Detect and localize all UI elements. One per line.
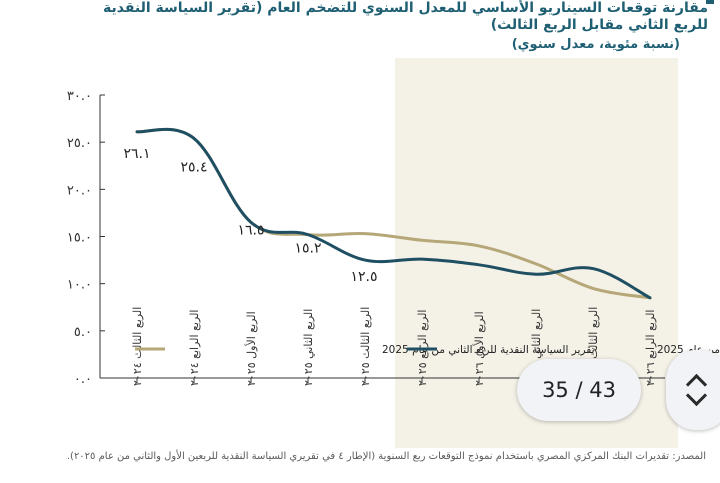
x-tick-label: الربع الأول ٢٠٢٥ <box>244 311 258 386</box>
y-tick-label: ٢٠.٠ <box>67 183 92 198</box>
x-tick-label: الربع الثالث ٢٠٢٥ <box>359 307 372 386</box>
y-tick-label: ١٠.٠ <box>67 278 92 293</box>
chart-subtitle: (نسبة مئوية، معدل سنوي) <box>511 37 680 52</box>
data-label: ٢٥.٤ <box>180 159 207 175</box>
x-tick-label: الربع الرابع ٢٠٢٤ <box>188 310 201 386</box>
series-line-q3-report <box>135 127 652 300</box>
y-tick-label: ٣٠.٠ <box>67 89 92 104</box>
x-tick-label: الربع الرابع ٢٠٢٦ <box>644 310 657 386</box>
x-tick-label: الربع الثاني ٢٠٢٥ <box>302 309 315 386</box>
y-tick-label: ٥.٠ <box>74 325 92 340</box>
page-nav-button[interactable] <box>666 350 720 430</box>
y-tick-label: ٢٥.٠ <box>67 136 92 151</box>
data-label: ١٢.٥ <box>350 269 377 285</box>
page-indicator: 35 / 43 <box>517 359 641 421</box>
x-tick-label: الربع الثالث ٢٠٢٤ <box>131 307 144 386</box>
data-label: ٢٦.١ <box>123 146 150 162</box>
data-label: ١٦.٥ <box>237 222 264 238</box>
source-note: المصدر: تقديرات البنك المركزي المصري باس… <box>66 451 706 462</box>
legend-q2-label: تقرير السياسة النقدية للربع الثاني من عا… <box>382 344 595 356</box>
y-tick-label: ٠.٠ <box>74 372 92 387</box>
chart-title: مقارنة توقعات السيناريو الأساسي للمعدل ا… <box>102 0 708 33</box>
x-tick-label: الربع الأول ٢٠٢٦ <box>472 311 486 386</box>
y-tick-label: ١٥.٠ <box>67 231 92 246</box>
header-accent-bar <box>706 0 714 4</box>
data-label: ١٥.٢ <box>294 241 321 257</box>
